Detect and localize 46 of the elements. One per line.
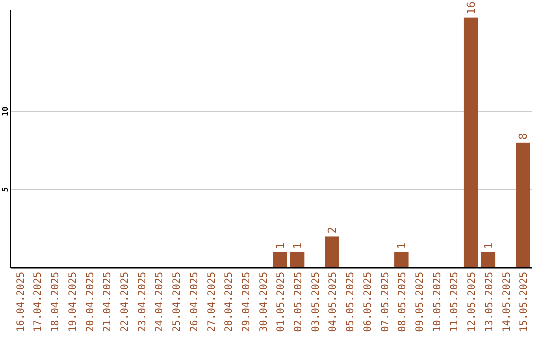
x-tick-label: 28.04.2025 [224, 272, 236, 332]
y-tick-label: 5 [1, 187, 10, 192]
x-tick-label: 05.05.2025 [346, 272, 357, 332]
x-tick-label: 11.05.2025 [450, 272, 461, 332]
x-tick-label: 26.04.2025 [189, 272, 200, 332]
x-tick-label: 17.04.2025 [33, 272, 44, 332]
x-tick-label: 21.04.2025 [102, 272, 114, 332]
x-tick-label: 18.04.2025 [50, 272, 62, 332]
bar [325, 236, 340, 268]
data-label: 2 [326, 227, 340, 234]
x-tick-label: 12.05.2025 [467, 272, 478, 332]
bar [516, 142, 530, 268]
x-tick-label: 16.04.2025 [16, 272, 27, 332]
y-tick-label: 10 [1, 106, 10, 116]
x-tick-label: 25.04.2025 [172, 272, 184, 332]
data-label: 16 [465, 2, 478, 15]
bar [464, 18, 478, 268]
x-tick-label: 06.05.2025 [362, 272, 374, 332]
data-label: 8 [517, 133, 530, 140]
bar [273, 252, 288, 268]
x-tick-label: 04.05.2025 [328, 272, 340, 332]
x-tick-label: 02.05.2025 [294, 272, 305, 332]
x-tick-label: 07.05.2025 [380, 272, 392, 332]
x-tick-label: 30.04.2025 [258, 272, 270, 332]
x-tick-label: 14.05.2025 [502, 272, 513, 332]
bar [394, 252, 409, 268]
bar [481, 252, 496, 268]
x-tick-label: 13.05.2025 [484, 272, 496, 332]
x-tick-label: 27.04.2025 [206, 272, 218, 332]
x-tick-label: 24.04.2025 [154, 272, 166, 332]
bar [290, 252, 305, 268]
x-tick-label: 15.05.2025 [519, 272, 530, 332]
x-tick-label: 23.04.2025 [137, 272, 148, 332]
x-tick-label: 08.05.2025 [398, 272, 409, 332]
x-tick-label: 03.05.2025 [310, 272, 322, 332]
x-tick-label: 10.05.2025 [432, 272, 444, 332]
data-label: 1 [292, 242, 305, 250]
x-tick-label: 22.04.2025 [120, 272, 131, 332]
data-label: 1 [396, 242, 409, 250]
data-label: 1 [274, 242, 288, 250]
x-tick-label: 09.05.2025 [415, 272, 426, 332]
x-tick-label: 20.04.2025 [85, 272, 96, 332]
x-tick-label: 01.05.2025 [276, 272, 288, 332]
data-label: 1 [482, 242, 496, 250]
x-tick-label: 29.04.2025 [241, 272, 252, 332]
x-tick-label: 19.04.2025 [68, 272, 79, 332]
